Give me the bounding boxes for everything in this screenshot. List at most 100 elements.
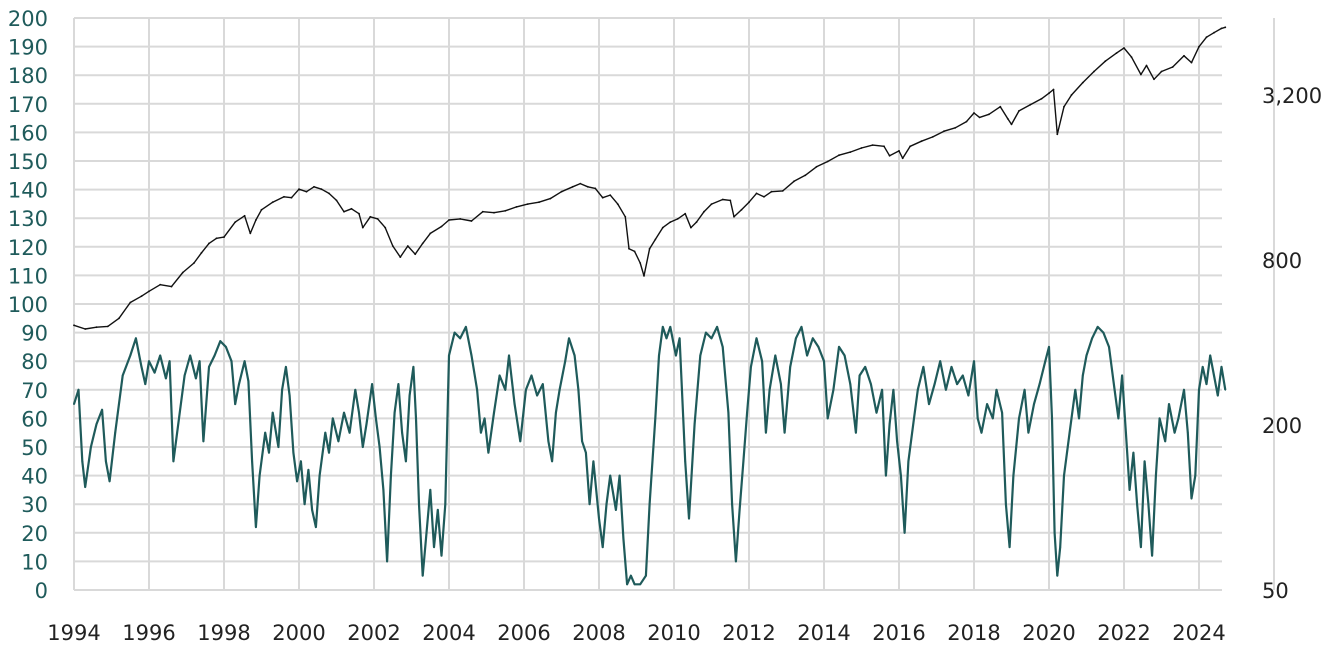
index-point <box>1160 70 1163 73</box>
oscillator-point <box>1117 417 1120 420</box>
oscillator-point <box>806 354 808 357</box>
oscillator-point <box>251 460 254 463</box>
index-point <box>140 295 143 298</box>
index-point <box>633 250 636 253</box>
oscillator-point <box>742 460 745 463</box>
oscillator-point <box>285 366 287 368</box>
index-point <box>973 112 975 114</box>
index-point <box>429 232 432 235</box>
oscillator-point <box>727 411 730 414</box>
oscillator-point <box>699 354 702 357</box>
index-point <box>999 105 1002 108</box>
oscillator-point <box>121 374 124 377</box>
index-point <box>283 195 285 198</box>
index-point <box>654 238 657 241</box>
oscillator-point <box>530 374 533 377</box>
oscillator-point <box>598 517 600 520</box>
index-point <box>481 210 484 213</box>
oscillator-point <box>1183 388 1185 391</box>
index-point <box>676 218 679 220</box>
oscillator-point <box>950 366 953 368</box>
oscillator-point <box>1190 497 1193 500</box>
oscillator-point <box>401 431 403 434</box>
x-tick-label: 2000 <box>272 621 325 645</box>
oscillator-point <box>648 503 651 506</box>
index-point <box>860 147 863 149</box>
oscillator-point <box>973 360 975 363</box>
index-point <box>888 154 891 157</box>
right-tick-label: 200 <box>1262 414 1302 438</box>
oscillator-point <box>168 360 171 363</box>
oscillator-point <box>77 388 80 391</box>
index-point <box>369 215 372 218</box>
left-tick-label: 60 <box>21 407 48 431</box>
index-point <box>208 242 210 245</box>
index-point <box>1123 47 1125 49</box>
oscillator-point <box>896 440 898 443</box>
oscillator-point <box>135 337 137 340</box>
oscillator-point <box>159 354 162 357</box>
index-point <box>770 190 773 193</box>
oscillator-point <box>101 408 103 411</box>
oscillator-point <box>365 423 368 425</box>
index-point <box>815 165 818 168</box>
oscillator-point <box>817 346 820 348</box>
oscillator-point <box>470 354 473 357</box>
oscillator-point <box>219 340 222 343</box>
oscillator-point <box>855 431 857 434</box>
index-point <box>1224 26 1227 29</box>
index-point <box>661 226 664 229</box>
oscillator-point <box>397 383 400 385</box>
index-point <box>106 325 109 328</box>
oscillator-point <box>292 451 295 454</box>
oscillator-point <box>746 411 748 414</box>
oscillator-point <box>551 460 553 463</box>
index-point <box>703 210 705 213</box>
oscillator-point <box>480 431 482 434</box>
index-point <box>920 140 923 143</box>
oscillator-point <box>1186 431 1189 434</box>
oscillator-point <box>693 423 696 425</box>
index-point <box>838 154 840 157</box>
index-point <box>1205 36 1208 39</box>
oscillator-point <box>436 509 439 511</box>
oscillator-point <box>626 583 628 586</box>
oscillator-point <box>433 546 435 548</box>
oscillator-point <box>1012 474 1015 477</box>
oscillator-point <box>255 526 257 528</box>
index-point <box>781 190 784 192</box>
oscillator-point <box>1053 531 1056 534</box>
oscillator-series <box>72 325 1227 586</box>
index-point <box>320 188 323 191</box>
oscillator-point <box>429 489 432 491</box>
index-point <box>1040 97 1043 100</box>
index-point <box>328 192 330 195</box>
oscillator-point <box>108 480 111 483</box>
oscillator-point <box>995 388 998 391</box>
oscillator-point <box>573 354 576 357</box>
oscillator-point <box>148 360 150 363</box>
index-line <box>73 26 1226 330</box>
oscillator-point <box>213 354 216 357</box>
oscillator-point <box>84 486 87 488</box>
index-point <box>571 185 574 188</box>
oscillator-point <box>258 474 261 477</box>
index-point <box>684 212 687 215</box>
oscillator-point <box>1173 431 1176 434</box>
oscillator-point <box>885 474 887 477</box>
index-point <box>298 188 300 191</box>
oscillator-point <box>238 383 240 385</box>
index-point <box>648 247 651 250</box>
oscillator-point <box>493 411 495 414</box>
index-point <box>384 226 387 229</box>
index-point <box>883 145 885 148</box>
oscillator-point <box>1108 346 1110 348</box>
oscillator-point <box>735 560 737 563</box>
left-tick-label: 120 <box>8 236 48 260</box>
x-tick-label: 2002 <box>347 621 400 645</box>
oscillator-point <box>1194 474 1197 477</box>
index-point <box>965 120 968 123</box>
left-tick-label: 40 <box>21 465 48 489</box>
oscillator-point <box>371 383 373 385</box>
oscillator-point <box>288 394 291 397</box>
